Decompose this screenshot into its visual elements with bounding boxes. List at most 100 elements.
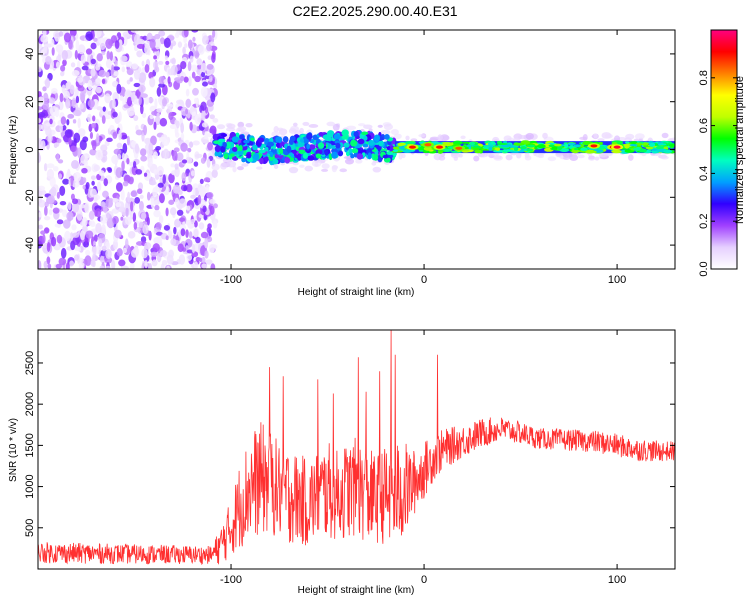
spectrogram-cell [140, 104, 144, 115]
spectrogram-cell [91, 122, 97, 129]
spectrogram-cell [56, 219, 64, 225]
spectrogram-cell [267, 141, 275, 147]
spectrogram-cell [355, 159, 363, 164]
spectrogram-cell [65, 262, 70, 269]
spectrogram-cell [169, 124, 177, 130]
spectrogram-cell [63, 90, 70, 99]
spectrogram-cell [90, 68, 96, 77]
spectrogram-cell [144, 137, 152, 145]
spectrogram-cell [102, 106, 106, 112]
spectrogram-cell [174, 218, 181, 228]
spectrogram-cell [105, 38, 113, 49]
spectrogram-cell [185, 98, 192, 108]
spectrogram-cell [625, 141, 630, 144]
spectrogram-cell [181, 159, 188, 164]
spectrogram-cell [100, 144, 108, 152]
spectrogram-cell [150, 251, 158, 257]
spectrogram-cell [107, 167, 113, 173]
spectrogram-cell [527, 144, 536, 148]
spectrogram-cell [360, 149, 368, 155]
spectrogram-cell [186, 254, 193, 262]
spectrogram-cell [95, 222, 102, 234]
spectrogram-cell [106, 50, 111, 61]
spectrogram-cell [95, 64, 101, 71]
spectrogram-cell [302, 152, 309, 159]
snr-frame [37, 329, 676, 570]
spectrogram-cell [98, 37, 106, 44]
spectrogram-cell [127, 231, 136, 239]
spectrogram-cell [52, 207, 60, 214]
spectrogram-cell [175, 99, 184, 105]
snr-axes: -100 0 100 500 1000 1500 2000 2500 [24, 330, 675, 586]
snr-x-tick-label: -100 [220, 574, 242, 586]
colorbar-ticks: 0.0 0.2 0.4 0.6 0.8 [698, 70, 737, 277]
snr-y-tick-label: 1500 [24, 433, 36, 457]
spectrogram-cell [194, 203, 200, 210]
spectrogram-cell [162, 174, 167, 185]
spectrogram-cell [278, 148, 284, 155]
spectrogram-cell [159, 117, 168, 127]
spectrogram-cell [460, 135, 466, 140]
spectrogram-cell [213, 83, 218, 90]
spectrogram-cell [332, 123, 340, 131]
spectrogram-cell [330, 145, 336, 150]
spectrogram-cell [130, 201, 134, 212]
spectrogram-cell [176, 120, 180, 129]
spectrogram-cell [64, 230, 71, 242]
spectrogram-cell [172, 184, 181, 194]
spectrogram-cell [118, 111, 122, 122]
snr-series-line [38, 330, 675, 566]
spectrogram-cell [299, 138, 305, 143]
spectrogram-cell [225, 141, 231, 149]
spectrogram-cell [295, 146, 300, 152]
spectrogram-cell [627, 154, 634, 161]
spectrogram-peak [408, 145, 416, 149]
spectrogram-cell [61, 209, 68, 217]
spectrogram-cell [80, 154, 88, 165]
spectrogram-cell [90, 58, 96, 65]
spectrogram-cell [66, 118, 70, 126]
spectrogram-cell [104, 93, 111, 104]
spectrogram-cell [185, 88, 190, 97]
snr-x-tick-label: 0 [421, 574, 427, 586]
spectrogram-cell [100, 214, 108, 224]
spectrogram-cell [81, 65, 89, 71]
spectrogram-cell [120, 55, 128, 63]
spectrogram-cell [85, 48, 93, 55]
spectrogram-cell [318, 131, 324, 137]
spectrogram-cell [38, 152, 41, 163]
spectrogram-cell [135, 168, 143, 175]
spectrogram-cell [299, 127, 304, 134]
spectrogram-cell [67, 113, 75, 119]
spectrogram-cell [201, 263, 208, 269]
spectrogram-cell [148, 180, 157, 186]
spectrogram-cell [114, 40, 120, 49]
spectrogram-cell [559, 148, 570, 153]
spectrogram-cell [188, 231, 193, 239]
spectrogram-cell [56, 191, 60, 199]
spectrogram-cell [165, 207, 169, 217]
spectrogram-cell [153, 200, 159, 206]
spectrogram-cell [185, 184, 193, 193]
spectrogram-cell [185, 205, 191, 211]
spectrogram-cell [133, 221, 138, 230]
spectrogram-cell [193, 161, 199, 167]
spectrogram-cell [158, 83, 166, 88]
spectrogram-cell [288, 166, 299, 174]
spectrogram-cell [308, 124, 319, 128]
spectrogram-cell [158, 76, 165, 85]
spectrogram-cell [317, 142, 325, 149]
spectrogram-cell [82, 184, 86, 190]
spectrogram-cell [80, 54, 86, 64]
spectrogram-cell [304, 165, 313, 172]
spectrogram-cell [111, 197, 119, 203]
spectrogram-cell [493, 150, 506, 153]
spectrogram-cell [201, 62, 207, 73]
spectrogram-cell [128, 176, 134, 185]
spectrogram-cell [624, 144, 630, 149]
spectrogram-cell [373, 134, 381, 142]
spectrogram-cell [204, 250, 209, 259]
spectrogram-cell [378, 140, 384, 147]
spectrogram-cell [339, 168, 348, 173]
spectrogram-cell [152, 186, 158, 198]
